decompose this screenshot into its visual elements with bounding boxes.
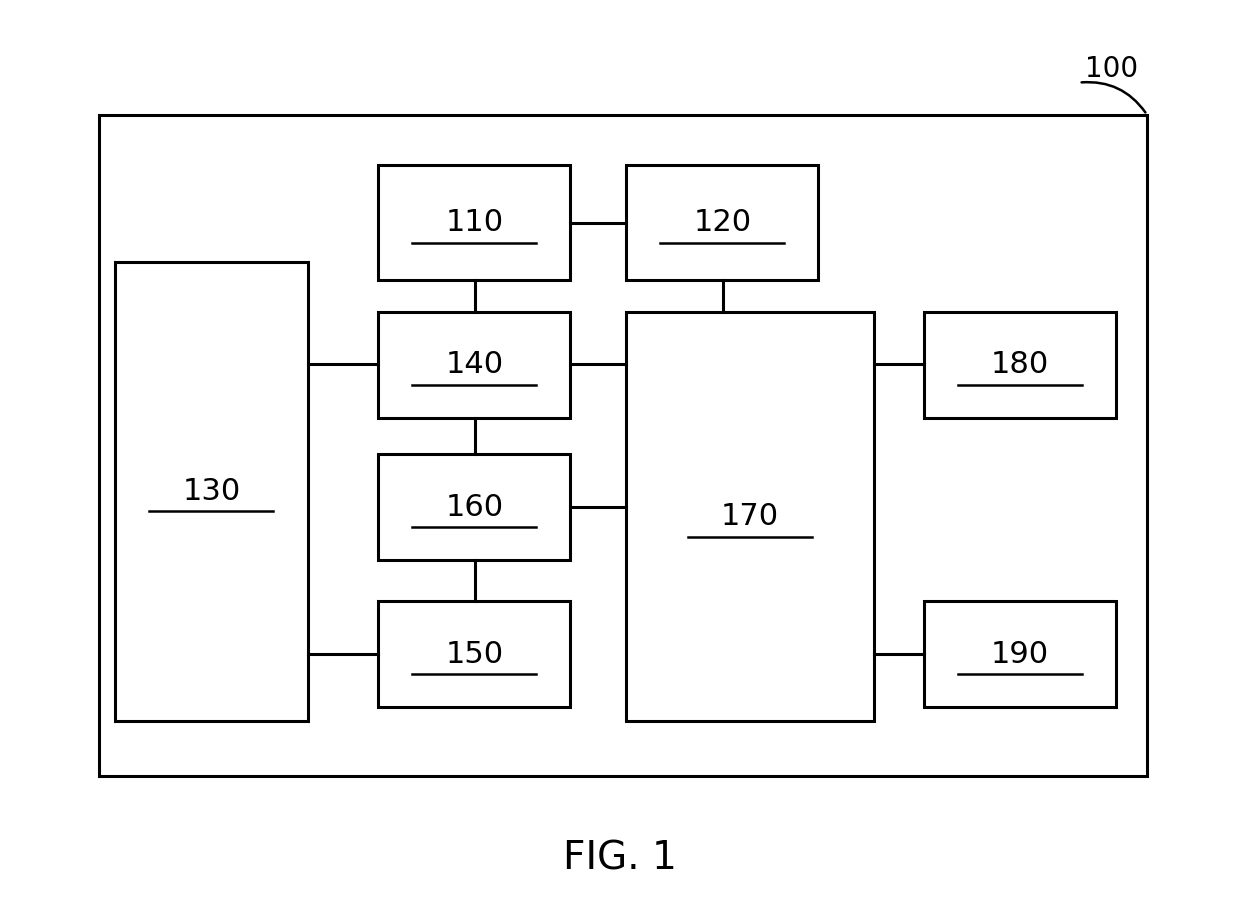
Bar bbox=[378, 601, 570, 707]
Text: 120: 120 bbox=[693, 208, 751, 237]
Text: 150: 150 bbox=[445, 640, 503, 668]
Bar bbox=[626, 165, 818, 280]
Bar bbox=[115, 262, 308, 721]
Text: 160: 160 bbox=[445, 493, 503, 521]
Text: 170: 170 bbox=[722, 502, 779, 531]
Bar bbox=[378, 312, 570, 418]
Text: FIG. 1: FIG. 1 bbox=[563, 839, 677, 878]
Bar bbox=[924, 601, 1116, 707]
Text: 180: 180 bbox=[991, 351, 1049, 379]
Text: 130: 130 bbox=[182, 476, 241, 506]
Bar bbox=[924, 312, 1116, 418]
Bar bbox=[378, 165, 570, 280]
Text: 190: 190 bbox=[991, 640, 1049, 668]
Text: 140: 140 bbox=[445, 351, 503, 379]
Text: 110: 110 bbox=[445, 208, 503, 237]
Bar bbox=[626, 312, 874, 721]
Bar bbox=[99, 115, 1147, 776]
Bar bbox=[378, 454, 570, 560]
Text: 100: 100 bbox=[1085, 55, 1138, 83]
